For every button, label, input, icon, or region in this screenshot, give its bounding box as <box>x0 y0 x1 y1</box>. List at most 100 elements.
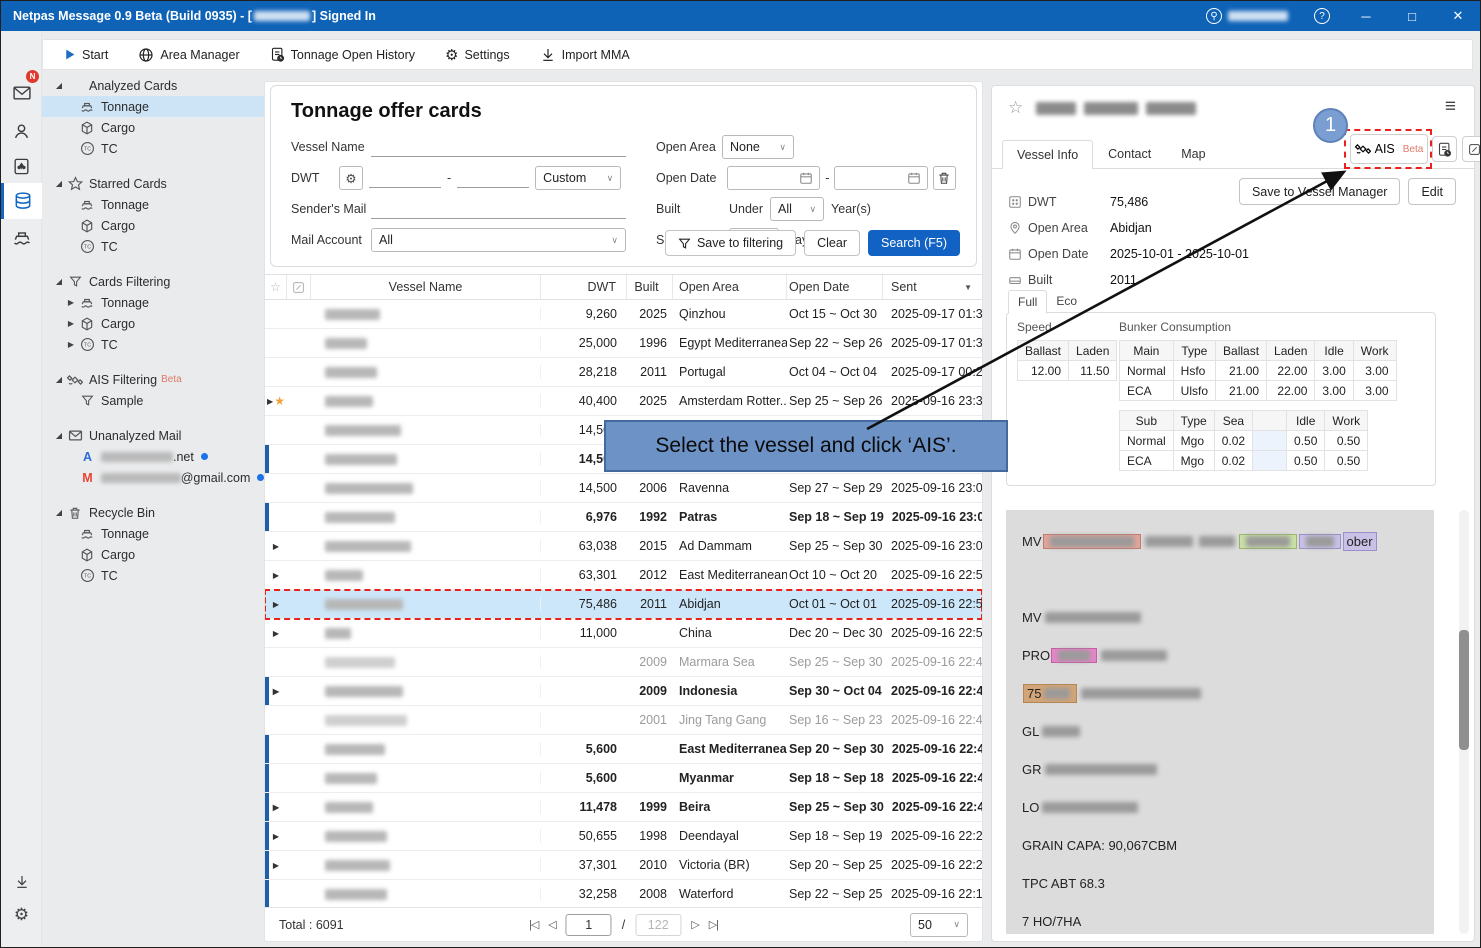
toolbar-item-settings[interactable]: ⚙ Settings <box>445 46 510 64</box>
open-date-header[interactable]: Open Date <box>787 275 883 299</box>
dwt-max-input[interactable] <box>457 168 530 188</box>
tab-map[interactable]: Map <box>1181 147 1206 161</box>
sidebar-item-cargo[interactable]: Cargo <box>42 215 264 236</box>
edit-button[interactable]: Edit <box>1408 178 1456 205</box>
expand-arrow-icon[interactable]: ▶ <box>272 599 280 609</box>
sidebar-item-tc[interactable]: ▶ TC TC <box>42 334 264 355</box>
tab-contact[interactable]: Contact <box>1108 147 1152 161</box>
mail-account-select[interactable]: All ∨ <box>371 228 626 252</box>
settings-rail-button[interactable]: ⚙ <box>1 897 42 933</box>
row-star-cell[interactable]: ▶ <box>265 861 287 870</box>
row-star-cell[interactable]: ▶ <box>265 571 287 580</box>
sidebar-section-starred-cards[interactable]: ◢ Starred Cards <box>42 173 264 194</box>
table-row[interactable]: ▶ 37,301 2010 Victoria (BR) Sep 20 ~ Sep 25 2… <box>265 851 982 880</box>
row-star-cell[interactable]: ▶ <box>265 542 287 551</box>
vessel-name-header[interactable]: Vessel Name <box>311 275 541 299</box>
table-row[interactable]: 5,600 East Mediterranea... Sep 20 ~ Sep 30… <box>265 735 982 764</box>
search-button[interactable]: Search (F5) <box>868 230 960 256</box>
sidebar-item-mail-account[interactable]: M @gmail.com <box>42 467 264 488</box>
row-star-cell[interactable]: ▶ <box>265 832 287 841</box>
expanded-arrow-icon[interactable]: ◢ <box>55 375 63 384</box>
contacts-nav-button[interactable] <box>1 113 42 149</box>
toolbar-item-start[interactable]: Start <box>63 48 108 62</box>
sidebar-item-tonnage[interactable]: Tonnage <box>42 523 264 544</box>
note-column-header[interactable] <box>287 275 311 299</box>
row-star-cell[interactable]: ▶ <box>265 687 287 696</box>
collapsed-arrow-icon[interactable]: ▶ <box>67 340 75 349</box>
table-row[interactable]: ▶ 63,301 2012 East Mediterranean... Oct 10 ~… <box>265 561 982 590</box>
table-row[interactable]: ▶ 2009 Indonesia Sep 30 ~ Oct 04 2025-09-16 … <box>265 677 982 706</box>
expanded-arrow-icon[interactable]: ◢ <box>55 179 63 188</box>
toolbar-item-tonnage-open-history[interactable]: Tonnage Open History <box>270 47 415 62</box>
detail-scrollbar[interactable] <box>1459 510 1469 934</box>
sidebar-item-tc[interactable]: TC TC <box>42 565 264 586</box>
clear-dates-button[interactable] <box>932 166 956 190</box>
expand-arrow-icon[interactable]: ▶ <box>272 802 280 812</box>
sidebar-item-cargo[interactable]: Cargo <box>42 117 264 138</box>
row-star-cell[interactable]: ▶ <box>265 600 287 609</box>
table-row[interactable]: ▶ ★ 40,400 2025 Amsterdam Rotter... Sep 25 ~ … <box>265 387 982 416</box>
page-size-select[interactable]: 50 ∨ <box>910 912 968 937</box>
expanded-arrow-icon[interactable]: ◢ <box>55 508 63 517</box>
collapsed-arrow-icon[interactable]: ▶ <box>67 298 75 307</box>
table-row[interactable]: 25,000 1996 Egypt Mediterranean Sep 22 ~ Se… <box>265 329 982 358</box>
table-row[interactable]: 14,500 2006 Ravenna Sep 27 ~ Sep 29 2025-09-… <box>265 474 982 503</box>
mail-nav-button[interactable]: N <box>1 70 42 111</box>
save-to-vessel-manager-button[interactable]: Save to Vessel Manager <box>1238 178 1401 205</box>
table-row[interactable]: 28,218 2011 Portugal Oct 04 ~ Oct 04 2025-09… <box>265 358 982 387</box>
collapsed-arrow-icon[interactable]: ▶ <box>67 319 75 328</box>
dwt-header[interactable]: DWT <box>541 275 627 299</box>
sidebar-item-tonnage[interactable]: ▶ Tonnage <box>42 292 264 313</box>
ais-button[interactable]: AIS Beta <box>1350 134 1428 164</box>
mode-tab-eco[interactable]: Eco <box>1056 294 1078 308</box>
sidebar-item-cargo[interactable]: ▶ Cargo <box>42 313 264 334</box>
expand-arrow-icon[interactable]: ▶ <box>272 628 280 638</box>
page-input[interactable]: 1 <box>565 913 612 936</box>
toolbar-item-area-manager[interactable]: Area Manager <box>138 47 240 63</box>
sidebar-item-tc[interactable]: TC TC <box>42 138 264 159</box>
tab-vessel-info[interactable]: Vessel Info <box>1002 140 1094 169</box>
expand-arrow-icon[interactable]: ▶ <box>267 396 274 406</box>
built-select[interactable]: All ∨ <box>770 197 825 221</box>
sidebar-item-tonnage[interactable]: Tonnage <box>42 194 264 215</box>
row-star-cell[interactable]: ▶ ★ <box>265 394 287 408</box>
senders-mail-input[interactable] <box>371 199 626 219</box>
sidebar-item-sample[interactable]: Sample <box>42 390 264 411</box>
open-area-select[interactable]: None ∨ <box>722 135 794 159</box>
expand-arrow-icon[interactable]: ▶ <box>272 541 280 551</box>
sidebar-section-analyzed-cards[interactable]: ◢ Analyzed Cards <box>42 75 264 96</box>
sidebar-item-mail-account[interactable]: A .net <box>42 446 264 467</box>
mail-preview[interactable]: MV ober MV PRO 75 GL GR LO GRAIN CAPA: 90,067C… <box>1006 510 1434 934</box>
table-row[interactable]: ▶ 75,486 2011 Abidjan Oct 01 ~ Oct 01 2025-09… <box>265 589 982 620</box>
table-row[interactable]: ▶ 63,038 2015 Ad Dammam Sep 25 ~ Sep 30 2025-… <box>265 532 982 561</box>
cards-nav-button[interactable] <box>1 148 42 184</box>
star-column-header[interactable]: ☆ <box>265 275 287 299</box>
account-button[interactable]: ⚲ <box>1206 8 1288 24</box>
close-button[interactable]: ✕ <box>1452 8 1464 23</box>
row-star-cell[interactable]: ▶ <box>265 803 287 812</box>
sidebar-section-recycle-bin[interactable]: ◢ Recycle Bin <box>42 502 264 523</box>
open-date-from-input[interactable] <box>727 166 821 190</box>
sort-desc-icon[interactable]: ▼ <box>964 282 972 292</box>
expand-arrow-icon[interactable]: ▶ <box>272 860 280 870</box>
built-header[interactable]: Built <box>627 275 673 299</box>
table-row[interactable]: 2009 Marmara Sea Sep 25 ~ Sep 30 2025-09-16… <box>265 648 982 677</box>
open-history-button[interactable] <box>1432 136 1457 162</box>
mode-tab-full[interactable]: Full <box>1008 290 1048 314</box>
vessel-nav-button[interactable] <box>1 220 42 256</box>
menu-icon[interactable]: ≡ <box>1444 96 1456 117</box>
database-nav-button[interactable] <box>1 183 42 219</box>
row-star-cell[interactable]: ▶ <box>265 629 287 638</box>
sidebar-section-unanalyzed-mail[interactable]: ◢ Unanalyzed Mail <box>42 425 264 446</box>
table-row[interactable]: 6,976 1992 Patras Sep 18 ~ Sep 19 2025-09-16… <box>265 503 982 532</box>
scrollbar-thumb[interactable] <box>1459 630 1469 750</box>
table-row[interactable]: 5,600 Myanmar Sep 18 ~ Sep 18 2025-09-16 22… <box>265 764 982 793</box>
favorite-star-icon[interactable]: ☆ <box>1008 98 1024 117</box>
table-row[interactable]: 2001 Jing Tang Gang Sep 16 ~ Sep 23 2025-09… <box>265 706 982 735</box>
minimize-button[interactable]: ─ <box>1361 8 1371 24</box>
dwt-min-input[interactable] <box>369 168 441 188</box>
expanded-arrow-icon[interactable]: ◢ <box>55 431 63 440</box>
clear-button[interactable]: Clear <box>804 230 860 256</box>
first-page-button[interactable]: |◁ <box>528 919 539 931</box>
expand-arrow-icon[interactable]: ▶ <box>272 686 280 696</box>
